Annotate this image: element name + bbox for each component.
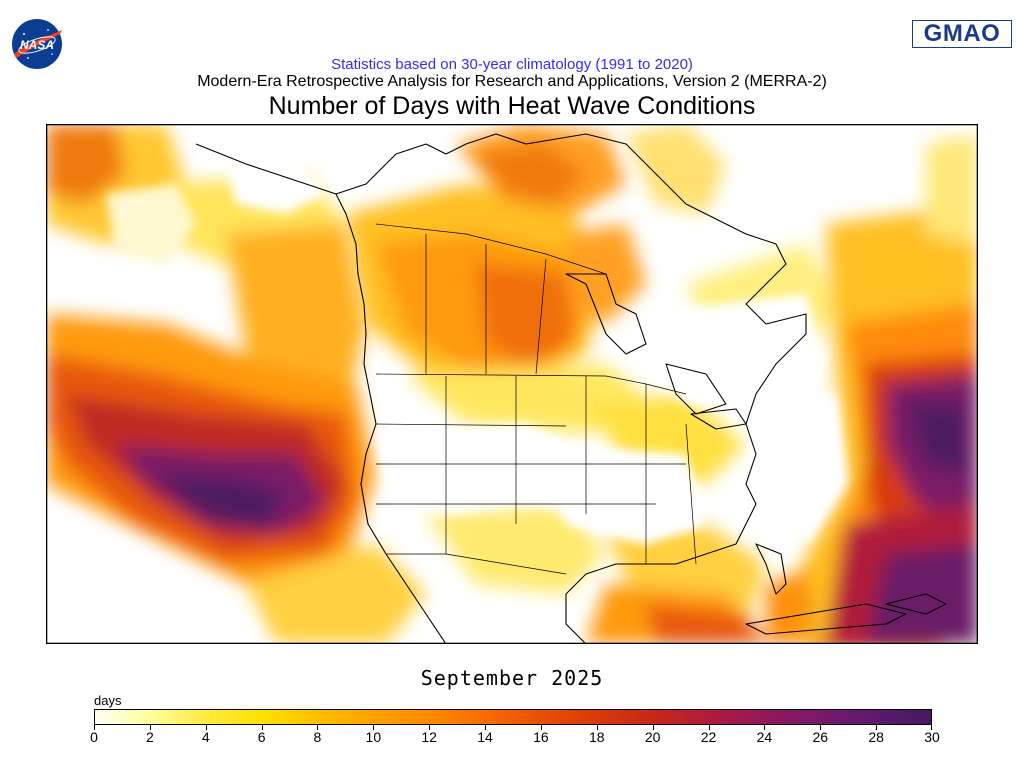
nasa-logo-text: NASA [20,38,54,52]
colorbar-tick-label: 2 [145,729,154,745]
pacific-anomaly-field [46,124,426,644]
colorbar-tick [373,724,375,730]
heatwave-map [46,124,978,644]
colorbar-tick-label: 4 [201,729,210,745]
colorbar-tick [485,724,487,730]
colorbar [94,709,932,725]
gmao-logo: GMAO [912,20,1012,48]
colorbar-tick [429,724,431,730]
date-label: September 2025 [420,666,604,690]
colorbar-tick [820,724,822,730]
colorbar-tick [708,724,710,730]
colorbar-tick-label: 6 [257,729,266,745]
colorbar-tick-label: 18 [589,729,605,745]
colorbar-tick-label: 12 [421,729,437,745]
colorbar-tick-label: 20 [644,729,661,745]
colorbar-tick-label: 8 [313,729,322,745]
colorbar-tick [876,724,878,730]
colorbar-tick [652,724,654,730]
dataset-subtitle: Modern-Era Retrospective Analysis for Re… [197,73,827,90]
colorbar-tick-label: 10 [365,729,382,745]
colorbar-tick [540,724,542,730]
gmao-logo-text: GMAO [923,20,1001,47]
colorbar-tick-label: 22 [700,729,717,745]
colorbar-tick [149,724,151,730]
low-value-areas [106,154,846,544]
colorbar-tick-label: 16 [533,729,549,745]
colorbar-tick [205,724,207,730]
political-boundaries [375,223,697,575]
colorbar-tick [931,724,932,730]
colorbar-tick [261,724,263,730]
colorbar-ticks [94,724,932,732]
colorbar-tick-label: 26 [812,729,829,745]
colorbar-tick [94,724,95,730]
atlantic-anomaly-field [806,134,978,644]
colorbar-units: days [94,693,122,708]
statistics-note: Statistics based on 30-year climatology … [331,56,693,73]
colorbar-tick-label: 30 [924,729,940,745]
map-title: Number of Days with Heat Wave Conditions [268,92,756,120]
colorbar-tick [317,724,319,730]
colorbar-tick-label: 14 [477,729,493,745]
colorbar-tick-label: 0 [90,729,98,745]
colorbar-tick [764,724,766,730]
colorbar-tick-label: 24 [756,729,773,745]
colorbar-tick [596,724,598,730]
map-frame [46,124,978,644]
colorbar-tick-label: 28 [868,729,884,745]
nasa-logo: NASA [12,19,62,69]
